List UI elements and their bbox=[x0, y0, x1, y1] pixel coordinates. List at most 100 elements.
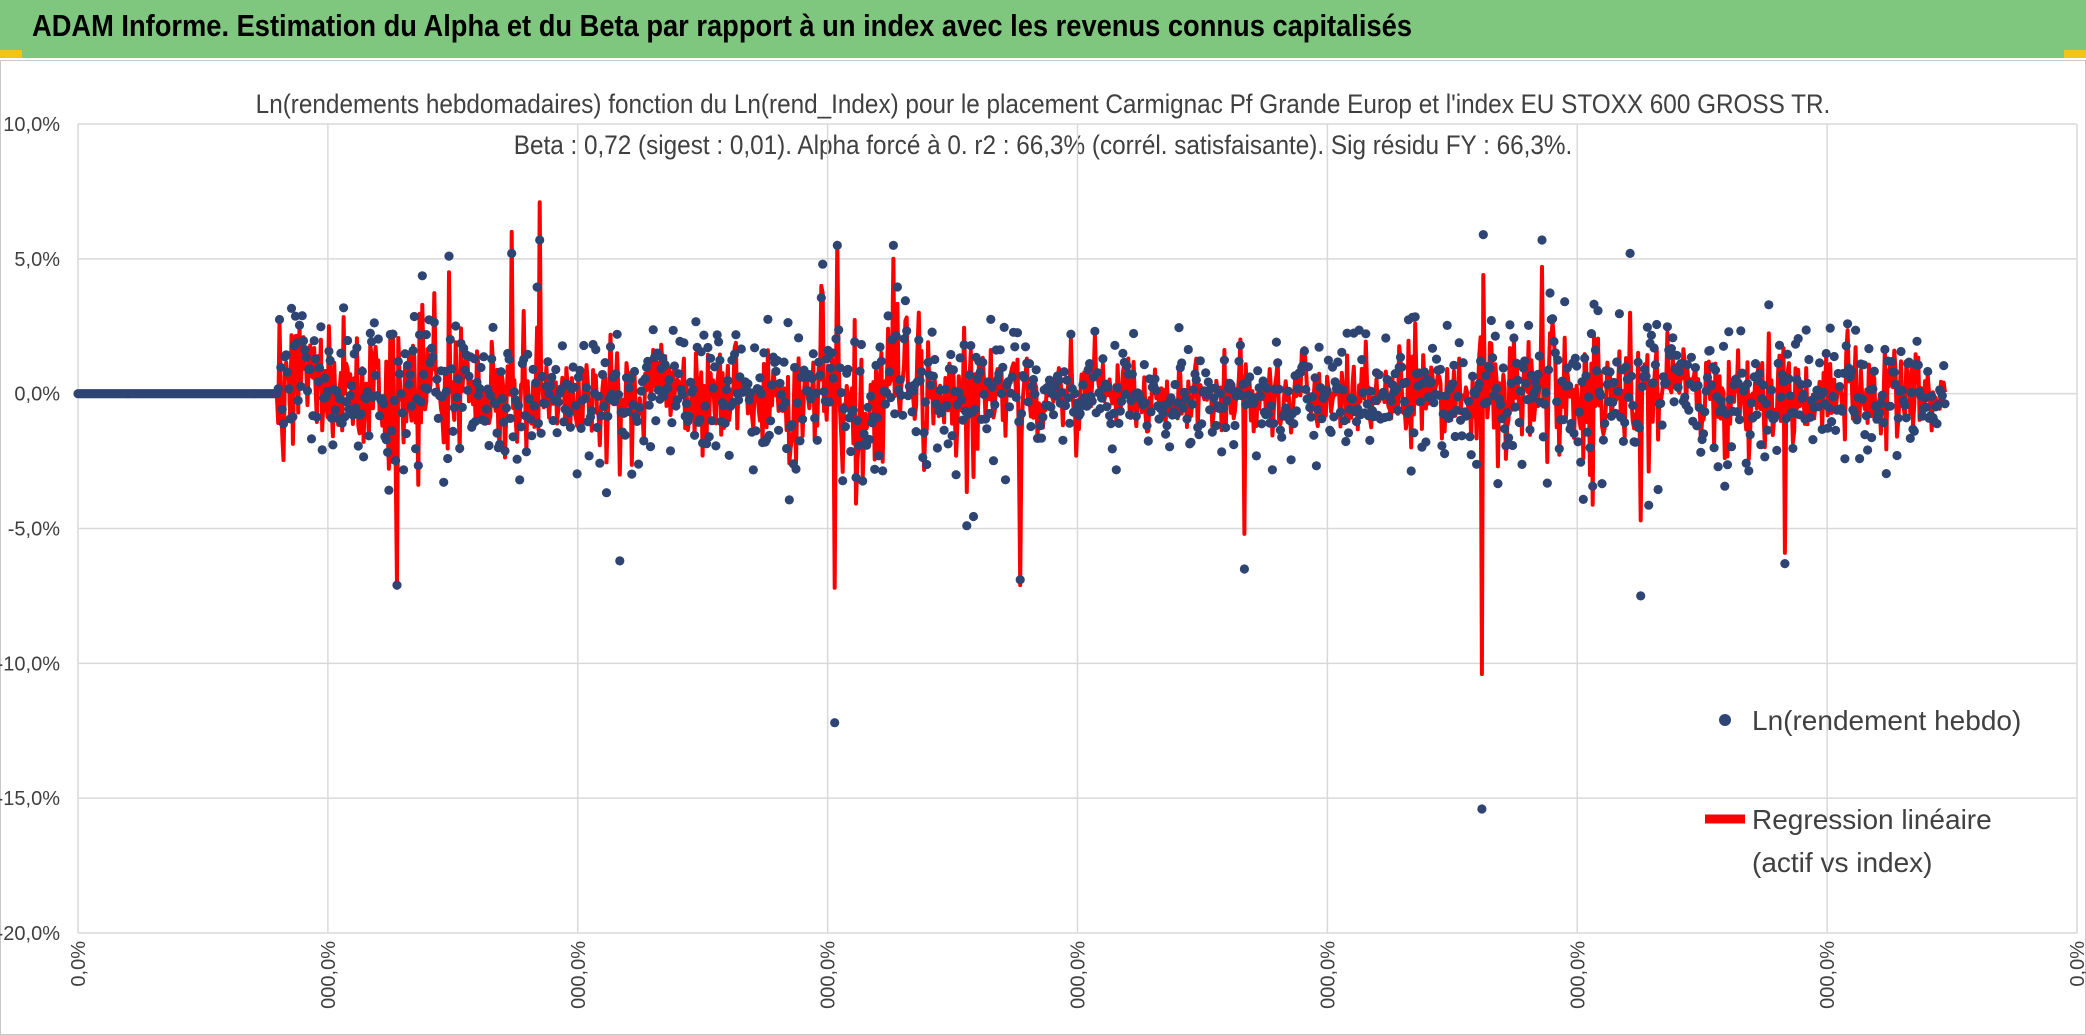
data-point bbox=[1505, 320, 1515, 330]
data-point bbox=[1876, 398, 1886, 408]
data-point bbox=[557, 341, 568, 351]
data-point bbox=[1114, 418, 1124, 428]
data-point bbox=[1306, 412, 1316, 422]
data-point bbox=[1648, 378, 1658, 388]
data-point bbox=[501, 403, 511, 413]
data-point bbox=[625, 374, 636, 384]
data-point bbox=[479, 352, 489, 362]
data-point bbox=[609, 397, 620, 407]
data-point bbox=[1291, 406, 1301, 416]
data-point bbox=[552, 428, 562, 438]
data-point bbox=[1277, 432, 1287, 442]
data-point bbox=[1366, 386, 1376, 396]
data-point bbox=[644, 400, 654, 410]
data-point bbox=[1758, 380, 1769, 390]
data-point bbox=[667, 418, 677, 428]
data-point bbox=[712, 330, 722, 340]
data-point bbox=[1642, 322, 1652, 332]
data-point bbox=[1241, 399, 1251, 410]
data-point bbox=[1649, 343, 1659, 353]
data-point bbox=[629, 366, 640, 377]
data-point bbox=[537, 371, 548, 382]
data-point bbox=[1542, 478, 1552, 488]
data-point bbox=[473, 390, 483, 400]
data-point bbox=[1393, 405, 1403, 415]
data-point bbox=[731, 330, 741, 340]
data-point bbox=[918, 452, 928, 463]
data-point bbox=[1031, 365, 1041, 375]
data-point bbox=[1386, 396, 1396, 406]
data-point bbox=[405, 370, 415, 380]
data-point bbox=[1825, 323, 1835, 333]
data-point bbox=[1538, 432, 1548, 442]
data-point bbox=[1127, 369, 1137, 379]
data-point bbox=[710, 362, 720, 372]
data-point bbox=[1512, 358, 1522, 368]
data-point bbox=[1409, 428, 1419, 438]
data-point bbox=[706, 353, 716, 363]
corner-marker bbox=[0, 50, 22, 58]
data-point bbox=[1776, 392, 1786, 402]
data-point bbox=[1576, 457, 1586, 467]
data-point bbox=[607, 389, 617, 399]
data-point bbox=[1343, 428, 1354, 438]
data-point bbox=[1255, 391, 1265, 401]
data-point bbox=[300, 345, 310, 355]
data-point bbox=[1684, 405, 1694, 415]
data-point bbox=[423, 384, 433, 394]
data-point bbox=[408, 345, 418, 356]
data-point bbox=[428, 352, 438, 362]
data-point bbox=[445, 334, 455, 345]
data-point bbox=[1161, 429, 1171, 439]
data-point bbox=[399, 465, 409, 475]
data-point bbox=[807, 373, 817, 384]
data-point bbox=[1513, 375, 1523, 385]
data-point bbox=[1189, 385, 1199, 395]
data-point bbox=[1726, 442, 1737, 452]
data-point bbox=[484, 440, 494, 451]
data-point bbox=[1869, 366, 1879, 376]
chart-title-line1: Ln(rendements hebdomadaires) fonction du… bbox=[255, 89, 1831, 119]
data-point bbox=[1337, 347, 1347, 357]
data-point bbox=[1442, 320, 1452, 330]
data-point bbox=[1222, 395, 1232, 406]
data-point bbox=[364, 431, 374, 441]
data-point bbox=[1798, 389, 1809, 399]
data-point bbox=[931, 399, 941, 409]
legend-label-line-sub: (actif vs index) bbox=[1752, 847, 1933, 878]
data-point bbox=[569, 382, 580, 392]
data-point bbox=[939, 425, 949, 435]
data-point bbox=[1673, 382, 1683, 392]
data-point bbox=[1558, 415, 1568, 425]
data-point bbox=[711, 441, 721, 451]
data-point bbox=[1909, 426, 1919, 436]
data-point bbox=[1122, 361, 1132, 371]
data-point bbox=[1059, 367, 1069, 377]
data-point bbox=[803, 386, 813, 396]
data-point bbox=[544, 389, 554, 399]
data-point bbox=[488, 322, 498, 332]
data-point bbox=[832, 240, 842, 250]
data-point bbox=[843, 364, 853, 374]
data-point bbox=[890, 409, 900, 419]
data-point bbox=[704, 432, 714, 442]
data-point bbox=[1534, 351, 1544, 361]
x-tick-label: 000,0% bbox=[318, 941, 340, 1009]
data-point bbox=[1933, 400, 1943, 410]
data-point bbox=[880, 399, 891, 409]
data-point bbox=[1062, 375, 1072, 385]
data-point bbox=[1024, 359, 1035, 369]
data-point bbox=[1098, 354, 1108, 364]
data-point bbox=[1686, 352, 1696, 362]
data-point bbox=[943, 439, 953, 449]
data-point bbox=[1700, 407, 1710, 417]
data-point bbox=[815, 370, 825, 380]
data-point bbox=[736, 344, 746, 354]
data-point bbox=[1378, 387, 1388, 397]
data-point bbox=[547, 372, 557, 382]
data-point bbox=[1237, 391, 1247, 401]
data-point bbox=[1742, 379, 1753, 389]
data-point bbox=[388, 329, 398, 339]
data-point bbox=[1554, 444, 1564, 454]
data-point bbox=[1573, 437, 1583, 447]
